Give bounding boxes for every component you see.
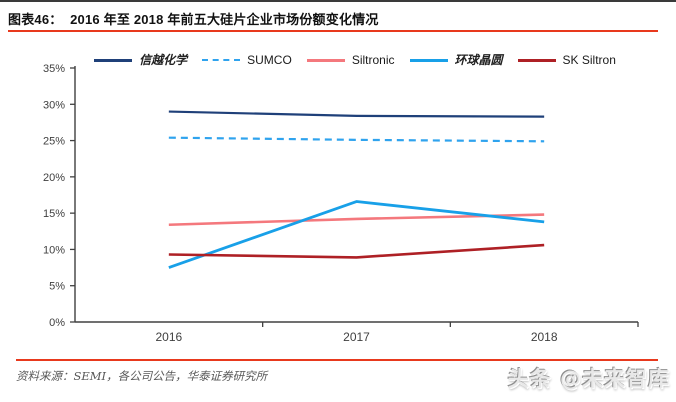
legend-line-swatch	[94, 58, 133, 62]
series-line-SK Siltron	[168, 243, 545, 259]
legend-label: 环球晶圆	[454, 53, 503, 67]
legend-label: SUMCO	[247, 53, 292, 67]
legend-line-swatch	[409, 58, 448, 62]
legend-label: Siltronic	[351, 53, 395, 67]
series-line-SUMCO	[168, 136, 545, 143]
y-tick-label: 15%	[43, 208, 65, 220]
y-tick-label: 35%	[43, 63, 65, 75]
series-line-信越化学	[168, 110, 545, 118]
legend-label: 信越化学	[139, 53, 188, 67]
chart-title: 图表46： 2016 年至 2018 年前五大硅片企业市场份额变化情况	[8, 12, 379, 27]
watermark-toutiao-weilaizhiku: 头条 @未来智库	[507, 367, 670, 391]
y-tick-label: 0%	[49, 317, 65, 329]
x-category-label: 2018	[531, 330, 558, 344]
chart-legend: 信越化学 SUMCO Siltronic 环球晶圆 SK Siltron	[70, 54, 640, 66]
y-tick-label: 10%	[43, 244, 65, 256]
line-chart: 0% 5% 10% 15% 20% 25% 30% 35% 2016 2017 2018	[43, 63, 639, 344]
legend-item-信越化学: 信越化学	[94, 54, 187, 66]
y-tick-label: 25%	[43, 136, 65, 148]
legend-item-SUMCO: SUMCO	[202, 54, 292, 66]
x-category-label: 2017	[343, 330, 370, 344]
footer-red-divider	[16, 359, 658, 361]
series-line-环球晶圆	[168, 200, 545, 269]
legend-item-SK Siltron: SK Siltron	[517, 53, 616, 67]
title-red-divider	[8, 30, 658, 32]
legend-item-Siltronic: Siltronic	[306, 53, 395, 67]
y-tick-label: 5%	[49, 281, 65, 293]
x-category-label: 2016	[155, 330, 182, 344]
legend-label: SK Siltron	[562, 53, 616, 67]
page-top-border	[0, 0, 676, 2]
legend-line-swatch	[517, 58, 556, 62]
legend-line-swatch	[202, 59, 241, 61]
legend-item-环球晶圆: 环球晶圆	[409, 53, 503, 67]
y-tick-label: 20%	[43, 172, 65, 184]
legend-line-swatch	[306, 58, 345, 62]
y-tick-label: 30%	[43, 99, 65, 111]
data-source-note: 资料来源：SEMI，各公司公告，华泰证券研究所	[16, 369, 268, 383]
